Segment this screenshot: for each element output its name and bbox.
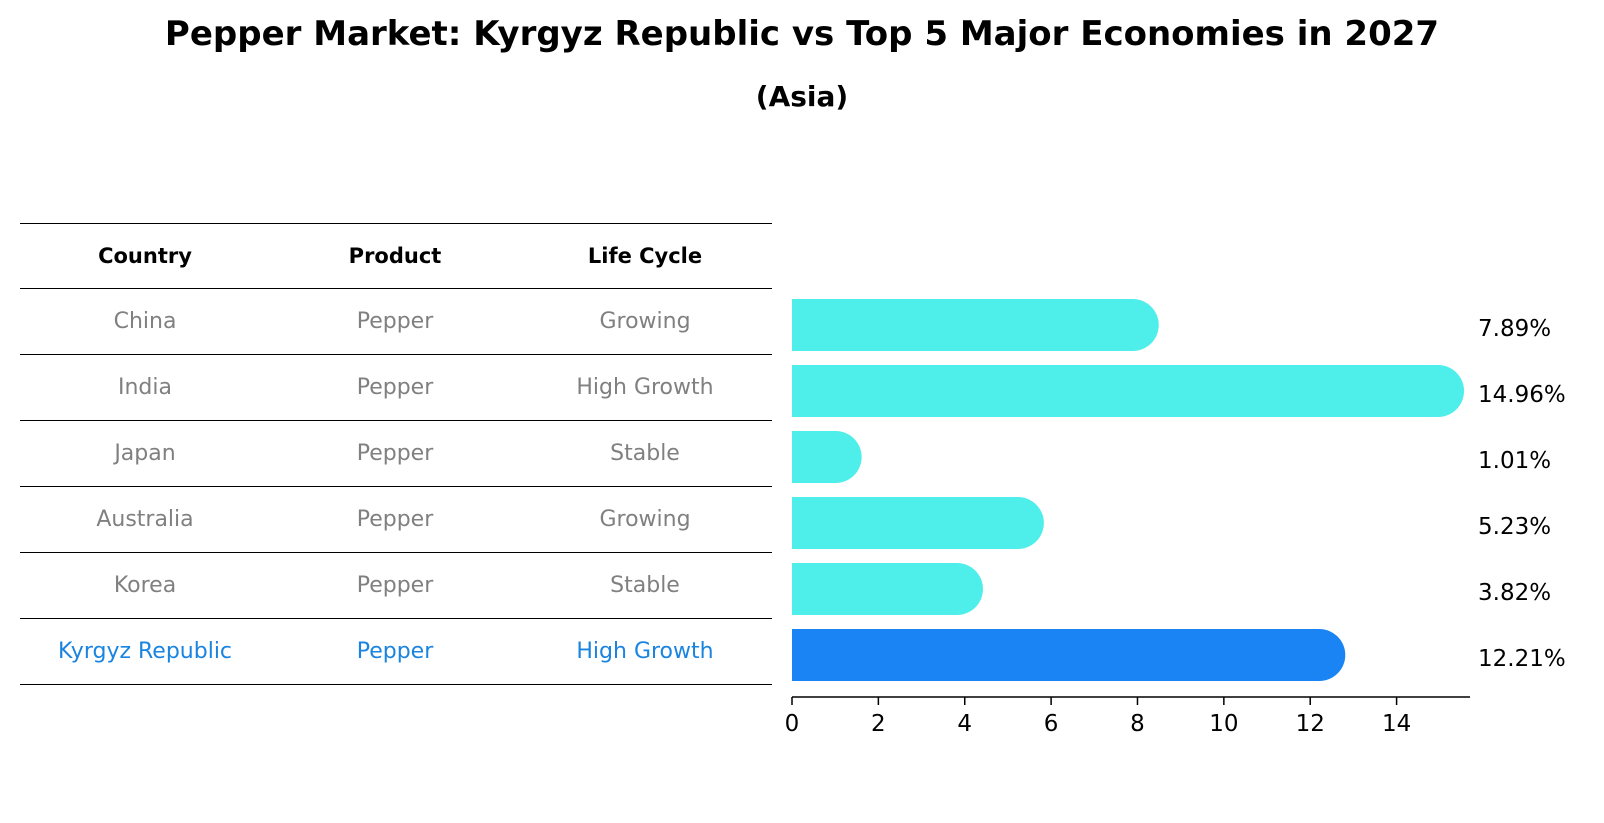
cell-country: Japan: [114, 441, 176, 466]
bar: [792, 497, 1044, 549]
cell-product: Pepper: [356, 639, 434, 664]
bar-value-label: 7.89%: [1478, 316, 1551, 342]
cell-country: Australia: [96, 507, 194, 532]
cell-country: Kyrgyz Republic: [57, 639, 233, 664]
cell-product: Pepper: [356, 507, 434, 532]
cell-life-cycle: Stable: [610, 441, 680, 466]
header-product: Product: [348, 244, 442, 268]
x-tick-label: 2: [871, 711, 886, 737]
table-header-row: Country Product Life Cycle: [20, 223, 772, 289]
data-table: Country Product Life Cycle China Pepper …: [20, 223, 772, 685]
cell-life-cycle: Growing: [599, 507, 691, 532]
cell-life-cycle: High Growth: [576, 375, 714, 400]
header-country: Country: [98, 244, 192, 268]
chart-title: Pepper Market: Kyrgyz Republic vs Top 5 …: [164, 14, 1440, 54]
bar-value-label: 12.21%: [1478, 646, 1566, 672]
bar: [792, 563, 983, 615]
cell-product: Pepper: [356, 573, 434, 598]
bar: [792, 365, 1465, 417]
x-tick-label: 8: [1130, 711, 1145, 737]
x-tick-label: 14: [1382, 711, 1411, 737]
cell-life-cycle: Stable: [610, 573, 680, 598]
bar-value-label: 14.96%: [1478, 382, 1566, 408]
cell-country: China: [113, 309, 177, 334]
cell-product: Pepper: [356, 375, 434, 400]
table-row: Australia Pepper Growing: [20, 487, 772, 553]
cell-product: Pepper: [356, 309, 434, 334]
bar: [792, 299, 1159, 351]
bar-value-label: 1.01%: [1478, 448, 1551, 474]
table-row: Japan Pepper Stable: [20, 421, 772, 487]
bar-value-label: 3.82%: [1478, 580, 1551, 606]
cell-country: Korea: [113, 573, 177, 598]
header-life-cycle: Life Cycle: [587, 244, 703, 268]
table-row-highlighted: Kyrgyz Republic Pepper High Growth: [20, 619, 772, 685]
x-tick-label: 4: [957, 711, 972, 737]
cell-country: India: [118, 375, 172, 400]
x-tick-label: 6: [1044, 711, 1059, 737]
cell-life-cycle: High Growth: [576, 639, 714, 664]
bar: [792, 431, 862, 483]
x-tick-label: 10: [1209, 711, 1238, 737]
table-row: China Pepper Growing: [20, 289, 772, 355]
bar-highlighted: [792, 629, 1346, 681]
x-tick-label: 12: [1296, 711, 1325, 737]
x-tick-label: 0: [785, 711, 800, 737]
cell-product: Pepper: [356, 441, 434, 466]
bar-value-label: 5.23%: [1478, 514, 1551, 540]
table-row: India Pepper High Growth: [20, 355, 772, 421]
cell-life-cycle: Growing: [599, 309, 691, 334]
chart-subtitle: (Asia): [755, 80, 849, 113]
table-row: Korea Pepper Stable: [20, 553, 772, 619]
